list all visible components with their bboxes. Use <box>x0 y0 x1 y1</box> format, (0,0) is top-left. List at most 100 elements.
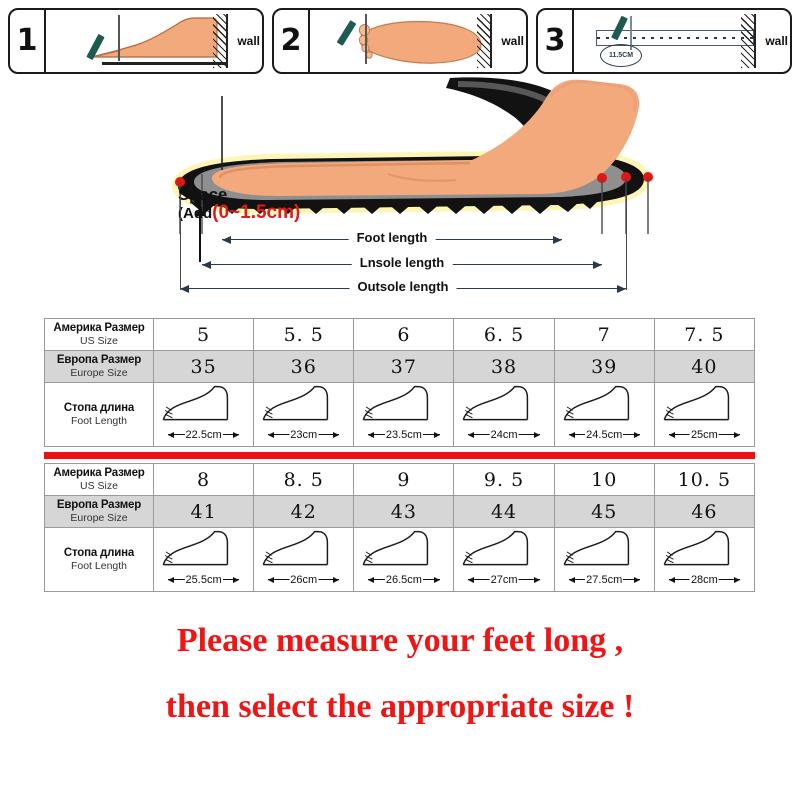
row-header-eu-2: Европа Размер Europe Size <box>44 495 154 528</box>
us-size-value: 7. 5 <box>684 323 725 346</box>
eu-size-value: 41 <box>190 500 217 523</box>
cell-foot-length: 24cm <box>453 382 555 447</box>
foot-length-value: 24cm <box>489 429 519 441</box>
foot-outline-icon: 24.5cm <box>555 383 654 446</box>
cell-foot-length: 27.5cm <box>553 527 655 592</box>
measurement-steps: 1 wall 2 wall <box>8 8 792 74</box>
foot-in-shoe-diagram: Space (Add(0~1.5cm) Foot length Lnsole l… <box>0 74 800 314</box>
us-size-value: 6. 5 <box>483 323 525 346</box>
us-size-value: 8 <box>197 468 211 491</box>
foot-length-value: 27cm <box>489 574 519 586</box>
cell-foot-length: 26cm <box>253 527 355 592</box>
measurement-callout: 11.5CM <box>600 44 642 67</box>
eu-size-value: 43 <box>390 500 417 523</box>
eu-size-value: 40 <box>691 355 718 378</box>
eu-size-value: 44 <box>490 500 518 523</box>
insole-length-label: Lnsole length <box>351 255 453 270</box>
size-table-1: Америка Размер US Size 5 5. 5 6 6. 5 7 7… <box>44 318 756 447</box>
notice-line-2: then select the appropriate size ! <box>165 688 635 725</box>
foot-length-value: 27.5cm <box>585 574 624 586</box>
eu-size-value: 37 <box>390 355 417 378</box>
cell-eu-size: 36 <box>253 350 355 383</box>
cell-us-size: 5 <box>152 318 255 351</box>
cell-us-size: 7. 5 <box>653 318 756 351</box>
row-header-eu-1: Европа Размер Europe Size <box>44 350 154 383</box>
cell-foot-length: 27cm <box>453 527 555 592</box>
wall-label-2: wall <box>501 34 524 48</box>
cell-eu-size: 41 <box>152 495 255 528</box>
cell-eu-size: 45 <box>553 495 655 528</box>
space-label-line1: Space <box>178 185 228 204</box>
step-panel-3: 3 11.5CM wall <box>536 8 792 74</box>
foot-length-label-en-2: Foot Length <box>70 560 128 572</box>
cell-foot-length: 25cm <box>653 382 756 447</box>
wall-hatching-3 <box>741 14 756 68</box>
foot-length-label: Foot length <box>348 230 436 245</box>
cell-eu-size: 43 <box>353 495 455 528</box>
foot-length-value: 25.5cm <box>184 574 223 586</box>
table-row-us-1: Америка Размер US Size 5 5. 5 6 6. 5 7 7… <box>44 318 756 351</box>
space-range-text: (0~1.5cm) <box>212 202 301 223</box>
foot-outline-icon: 26.5cm <box>354 528 453 591</box>
row-header-us-2: Америка Размер US Size <box>44 463 154 496</box>
foot-length-value: 24.5cm <box>585 429 624 441</box>
cell-eu-size: 40 <box>653 350 756 383</box>
cell-foot-length: 25.5cm <box>152 527 255 592</box>
eu-size-value: 36 <box>290 355 317 378</box>
cell-eu-size: 46 <box>653 495 756 528</box>
cell-eu-size: 37 <box>353 350 455 383</box>
us-size-value: 5 <box>197 323 211 346</box>
us-size-value: 7 <box>597 323 611 346</box>
row-header-footlength-2: Стопа длина Foot Length <box>44 527 154 592</box>
us-size-label-en-2: US Size <box>80 480 118 492</box>
heel-reference-line <box>118 15 120 61</box>
us-size-label-ru-1: Америка Размер <box>53 322 145 334</box>
cell-us-size: 5. 5 <box>253 318 355 351</box>
foot-outline-icon: 23.5cm <box>354 383 453 446</box>
row-header-us-1: Америка Размер US Size <box>44 318 154 351</box>
table-row-us-2: Америка Размер US Size 8 8. 5 9 9. 5 10 … <box>44 463 756 496</box>
cell-us-size: 8. 5 <box>253 463 355 496</box>
foot-length-label-ru-1: Стопа длина <box>63 402 135 414</box>
cell-foot-length: 23.5cm <box>353 382 455 447</box>
eu-size-value: 45 <box>591 500 618 523</box>
foot-length-value: 23.5cm <box>384 429 423 441</box>
foot-outline-icon: 25cm <box>655 383 754 446</box>
us-size-value: 9 <box>397 468 411 491</box>
eu-size-label-en-2: Europe Size <box>70 512 128 524</box>
step-panel-2: 2 wall <box>272 8 528 74</box>
us-size-label-en-1: US Size <box>80 335 118 347</box>
us-size-value: 6 <box>397 323 411 346</box>
us-size-value: 10. 5 <box>677 468 732 491</box>
space-annotation: Space (Add(0~1.5cm) <box>178 186 300 222</box>
outsole-length-dimension: Outsole length <box>180 279 626 294</box>
foot-length-value: 26cm <box>289 574 319 586</box>
step-number-1: 1 <box>10 10 46 72</box>
foot-outline-icon: 23cm <box>254 383 353 446</box>
cell-foot-length: 28cm <box>653 527 756 592</box>
us-size-label-ru-2: Америка Размер <box>53 467 145 479</box>
cell-us-size: 7 <box>553 318 655 351</box>
eu-size-label-en-1: Europe Size <box>70 367 128 379</box>
foot-length-value: 26.5cm <box>384 574 423 586</box>
eu-size-value: 38 <box>490 355 518 378</box>
table-row-eu-2: Европа Размер Europe Size 41 42 43 44 45… <box>44 495 756 528</box>
step-number-2: 2 <box>274 10 310 72</box>
wall-hatching-2 <box>477 14 492 68</box>
cell-us-size: 10 <box>553 463 655 496</box>
us-size-value: 10 <box>591 468 618 491</box>
eu-size-value: 35 <box>190 355 217 378</box>
foot-outline-icon: 26cm <box>254 528 353 591</box>
toe-reference-line <box>365 14 367 64</box>
outsole-length-label: Outsole length <box>349 279 457 294</box>
eu-size-value: 39 <box>591 355 618 378</box>
cell-us-size: 6 <box>353 318 455 351</box>
table-row-eu-1: Европа Размер Europe Size 35 36 37 38 39… <box>44 350 756 383</box>
table-row-footlength-1: Стопа длина Foot Length 22.5cm 23cm 23.5… <box>44 382 756 447</box>
wall-hatching-1 <box>213 14 228 68</box>
cell-eu-size: 35 <box>152 350 255 383</box>
cell-eu-size: 39 <box>553 350 655 383</box>
cell-us-size: 9 <box>353 463 455 496</box>
foot-length-dimension: Foot length <box>222 230 562 245</box>
foot-length-value: 23cm <box>289 429 319 441</box>
